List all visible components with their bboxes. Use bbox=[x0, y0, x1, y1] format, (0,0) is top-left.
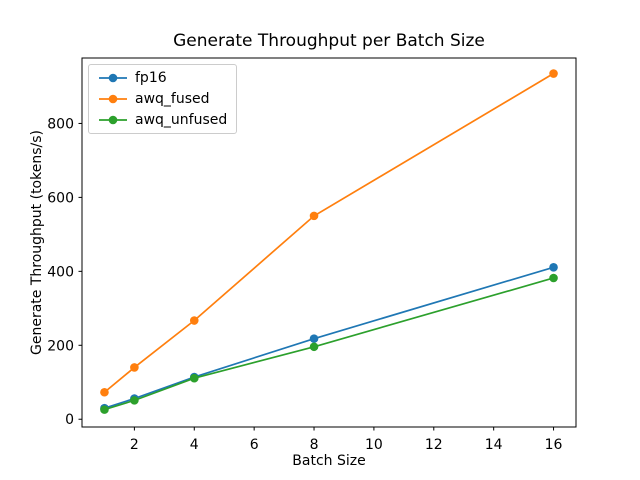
legend-label-fp16: fp16 bbox=[135, 70, 167, 86]
svg-text:400: 400 bbox=[47, 264, 74, 280]
svg-text:200: 200 bbox=[47, 338, 74, 354]
legend-item-awq-fused: awq_fused bbox=[98, 90, 227, 108]
legend: fp16 awq_fused awq_unfused bbox=[88, 64, 238, 134]
svg-text:12: 12 bbox=[425, 437, 443, 453]
legend-marker-fp16-icon bbox=[99, 73, 127, 83]
svg-text:6: 6 bbox=[250, 437, 259, 453]
legend-marker-awq-unfused-icon bbox=[99, 115, 127, 125]
svg-text:2: 2 bbox=[130, 437, 139, 453]
svg-text:0: 0 bbox=[65, 412, 74, 428]
legend-marker-awq-fused-icon bbox=[99, 94, 127, 104]
svg-text:16: 16 bbox=[545, 437, 563, 453]
y-axis-label: Generate Throughput (tokens/s) bbox=[29, 130, 45, 355]
legend-item-fp16: fp16 bbox=[98, 69, 227, 87]
svg-text:600: 600 bbox=[47, 190, 74, 206]
svg-text:8: 8 bbox=[310, 437, 319, 453]
legend-item-awq-unfused: awq_unfused bbox=[98, 111, 227, 129]
chart-title: Generate Throughput per Batch Size bbox=[173, 31, 485, 51]
svg-text:10: 10 bbox=[365, 437, 383, 453]
legend-label-awq-fused: awq_fused bbox=[135, 91, 210, 107]
svg-text:4: 4 bbox=[190, 437, 199, 453]
x-axis-label: Batch Size bbox=[292, 453, 366, 469]
svg-text:14: 14 bbox=[485, 437, 503, 453]
legend-label-awq-unfused: awq_unfused bbox=[135, 112, 228, 128]
svg-text:800: 800 bbox=[47, 116, 74, 132]
